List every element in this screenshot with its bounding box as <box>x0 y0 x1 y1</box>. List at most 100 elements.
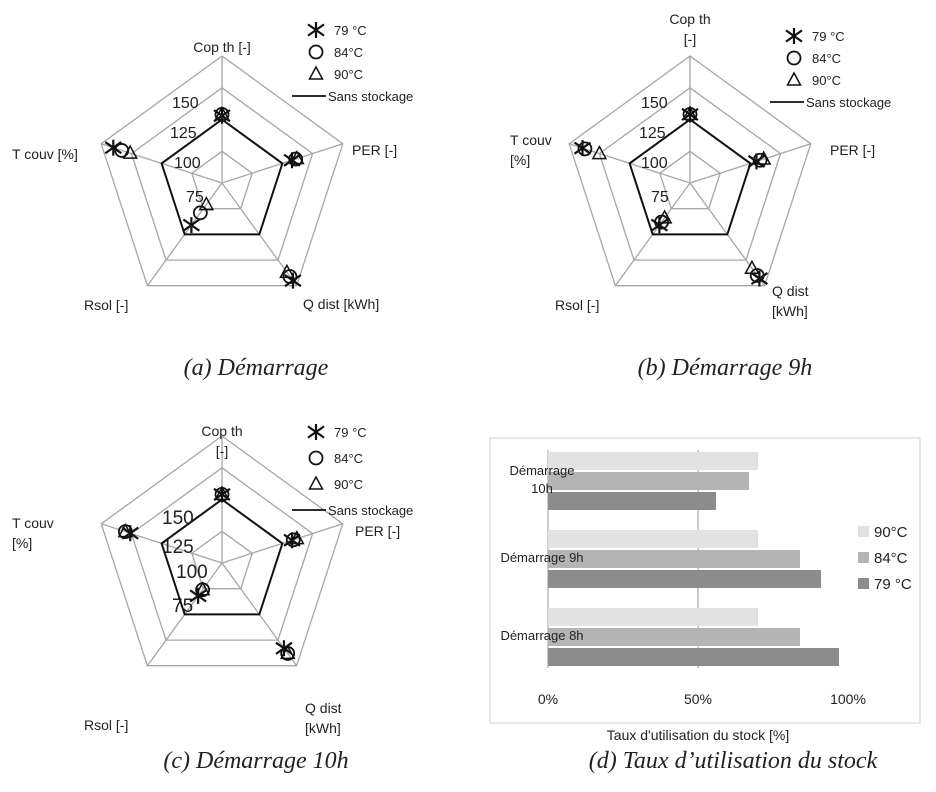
radar-point <box>285 532 301 548</box>
legend-label: 79 °C <box>874 576 912 593</box>
radar-axis-label: Cop th [-] <box>193 39 251 55</box>
bar-x-tick-label: 100% <box>830 691 866 707</box>
radar-point <box>182 217 201 234</box>
legend-label: 84°C <box>812 51 841 66</box>
radar-point <box>289 530 305 545</box>
radar-axis-label: PER [-] <box>355 523 400 539</box>
radar-point <box>749 268 765 283</box>
radar-series <box>117 485 305 660</box>
caption: (c) Démarrage 10h <box>163 748 348 774</box>
bar <box>548 472 749 490</box>
caption: (b) Démarrage 9h <box>638 355 813 381</box>
legend-marker <box>308 475 324 490</box>
radar-legend: 79 °C 84°C 90°C Sans stockage <box>292 22 413 104</box>
radar-axis-label: Cop th [-] <box>669 11 710 47</box>
bar-chart-d: Démarrage 10h Démarrage 9h Démarrage 8h 0% 50… <box>489 437 921 774</box>
radar-axis-label: T couv [%] <box>12 515 54 551</box>
legend-marker <box>307 22 325 38</box>
radar-legend: 79 °C 84°C 90°C Sans stockage <box>770 28 891 110</box>
radar-ring-125 <box>130 86 314 261</box>
legend-marker <box>308 44 324 60</box>
legend-marker <box>786 71 802 86</box>
bar <box>548 648 839 666</box>
bar <box>548 550 800 568</box>
legend-label: Sans stockage <box>806 95 891 110</box>
radar-point <box>752 152 768 168</box>
bar-x-tick-label: 0% <box>538 691 558 707</box>
radar-grid <box>100 55 344 287</box>
radar-legend: 79 °C 84°C 90°C Sans stockage <box>292 424 413 518</box>
radar-ring-150 <box>100 55 344 287</box>
legend-marker <box>308 450 324 466</box>
legend-marker <box>307 424 325 440</box>
radar-chart-a: 75 100 125 150 Cop th [-] PER [-] Q dist [kWh]… <box>12 22 413 381</box>
radar-series <box>160 118 284 236</box>
radar-point <box>682 105 698 121</box>
radar-axis-label: Rsol [-] <box>84 717 128 733</box>
radar-point <box>289 150 305 165</box>
legend-marker <box>786 50 802 66</box>
legend-label: Sans stockage <box>328 503 413 518</box>
radar-point <box>279 644 296 660</box>
bar-category-label: Démarrage 9h <box>500 550 583 565</box>
radar-axis-label: Q dist [kWh] <box>303 296 379 312</box>
bar <box>548 452 758 470</box>
radar-point <box>192 205 208 221</box>
radar-point <box>577 141 593 157</box>
radar-series-line <box>160 118 284 236</box>
radar-tick-label: 150 <box>641 95 668 112</box>
radar-grid <box>568 55 812 287</box>
radar-series <box>114 107 304 284</box>
bar <box>548 608 758 626</box>
radar-axis-label: Rsol [-] <box>84 297 128 313</box>
radar-series <box>160 498 284 616</box>
bar-x-tick-label: 50% <box>684 691 712 707</box>
legend-marker <box>785 28 803 44</box>
radar-series <box>591 105 772 275</box>
radar-point <box>214 105 230 121</box>
radar-point <box>214 485 230 501</box>
legend-label: 90°C <box>812 73 841 88</box>
legend-label: 84°C <box>334 45 363 60</box>
legend-swatch <box>858 526 869 537</box>
radar-ring-125 <box>598 86 782 261</box>
radar-series-line <box>160 498 284 616</box>
caption: (d) Taux d’utilisation du stock <box>589 748 878 774</box>
radar-axis-label: Q dist [kWh] <box>772 283 809 319</box>
radar-ring-75 <box>191 530 253 590</box>
radar-point <box>744 259 760 275</box>
radar-point <box>279 263 295 279</box>
radar-grid <box>100 435 344 667</box>
radar-series <box>573 106 769 287</box>
radar-point <box>198 196 215 211</box>
radar-ring-150 <box>568 55 812 287</box>
legend-swatch <box>858 578 869 589</box>
radar-tick-label: 100 <box>176 562 208 583</box>
radar-point <box>104 139 122 156</box>
bar <box>548 628 800 646</box>
radar-point <box>755 150 772 165</box>
radar-point <box>122 144 138 159</box>
radar-series <box>628 118 752 236</box>
radar-tick-label: 100 <box>641 155 668 172</box>
radar-axis-label: PER [-] <box>352 142 397 158</box>
radar-axis-label: Q dist [kWh] <box>305 700 342 736</box>
radar-ring-75 <box>659 150 721 210</box>
bar-category-label: Démarrage 10h <box>509 463 574 496</box>
caption: (a) Démarrage <box>184 355 329 381</box>
radar-axis-label: PER [-] <box>830 142 875 158</box>
legend-marker <box>308 65 324 80</box>
bar <box>548 530 758 548</box>
radar-point <box>591 144 608 160</box>
legend-label: 90°C <box>334 67 363 82</box>
radar-series <box>122 105 305 279</box>
legend-swatch <box>858 552 869 563</box>
radar-tick-label: 75 <box>186 189 204 206</box>
radar-axis-label: T couv [%] <box>12 146 78 162</box>
radar-axis-label: T couv [%] <box>510 132 552 168</box>
bar <box>548 492 716 510</box>
bar-legend: 90°C 84°C 79 °C <box>858 524 912 593</box>
radar-point <box>117 523 134 538</box>
radar-chart-b: 75 100 125 150 Cop th [-] PER [-] Q dist [kWh] Rs… <box>510 11 891 381</box>
